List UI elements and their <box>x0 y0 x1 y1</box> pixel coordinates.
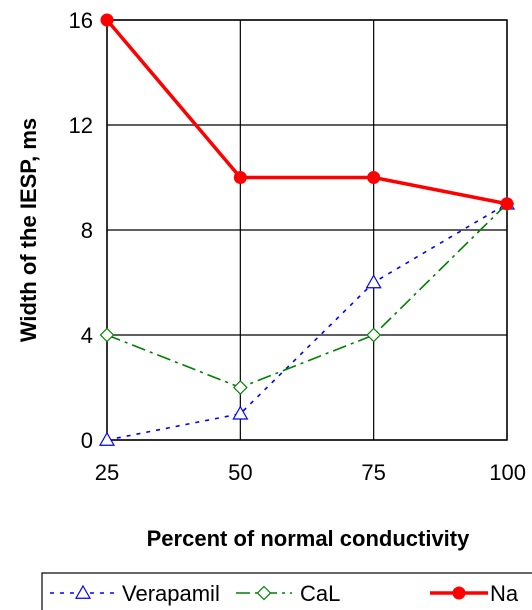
legend-label-cal: CaL <box>300 581 340 606</box>
series-verapamil <box>98 195 516 446</box>
legend-marker-cal <box>256 585 272 601</box>
x-tick-label: 25 <box>95 460 119 485</box>
data-point-cal-2 <box>366 327 382 343</box>
data-point-verapamil-0 <box>98 431 116 446</box>
plot-frame <box>106 19 508 441</box>
data-point-cal-0 <box>99 327 115 343</box>
data-point-cal-1 <box>232 380 248 395</box>
series-line-verapamil <box>106 203 508 441</box>
y-tick-label: 16 <box>69 8 93 33</box>
legend-label-verapamil: Verapamil <box>122 581 220 606</box>
series-layer <box>98 13 516 446</box>
legend-marker-na <box>452 586 466 600</box>
y-tick-label: 4 <box>81 323 93 348</box>
series-cal <box>99 196 515 395</box>
data-point-na-1 <box>233 171 247 184</box>
x-axis-title: Percent of normal conductivity <box>147 526 470 551</box>
x-tick-label: 100 <box>489 460 526 485</box>
series-line-cal <box>106 203 508 389</box>
grid-lines <box>106 19 508 441</box>
legend: Verapamil CaL Na <box>41 572 532 610</box>
series-line-na <box>105 18 508 206</box>
data-point-na-3 <box>500 197 514 211</box>
y-tick-label: 12 <box>69 113 93 138</box>
data-point-na-2 <box>367 171 381 184</box>
x-tick-label: 50 <box>228 460 252 485</box>
y-tick-label: 0 <box>81 428 93 453</box>
legend-label-na: Na <box>490 581 519 606</box>
legend-item-verapamil: Verapamil <box>50 581 220 606</box>
y-tick-labels: 0 4 8 12 16 <box>69 8 93 453</box>
x-tick-labels: 25 50 75 100 <box>95 460 526 485</box>
data-point-na-0 <box>100 13 114 27</box>
x-tick-label: 75 <box>361 460 385 485</box>
legend-marker-verapamil <box>74 584 92 599</box>
legend-item-cal: CaL <box>236 581 340 606</box>
y-tick-label: 8 <box>81 218 93 243</box>
y-axis-title: Width of the IESP, ms <box>16 118 41 342</box>
series-na <box>100 13 514 211</box>
data-point-verapamil-2 <box>365 274 382 289</box>
legend-item-na: Na <box>430 581 519 606</box>
data-point-verapamil-1 <box>232 405 249 420</box>
